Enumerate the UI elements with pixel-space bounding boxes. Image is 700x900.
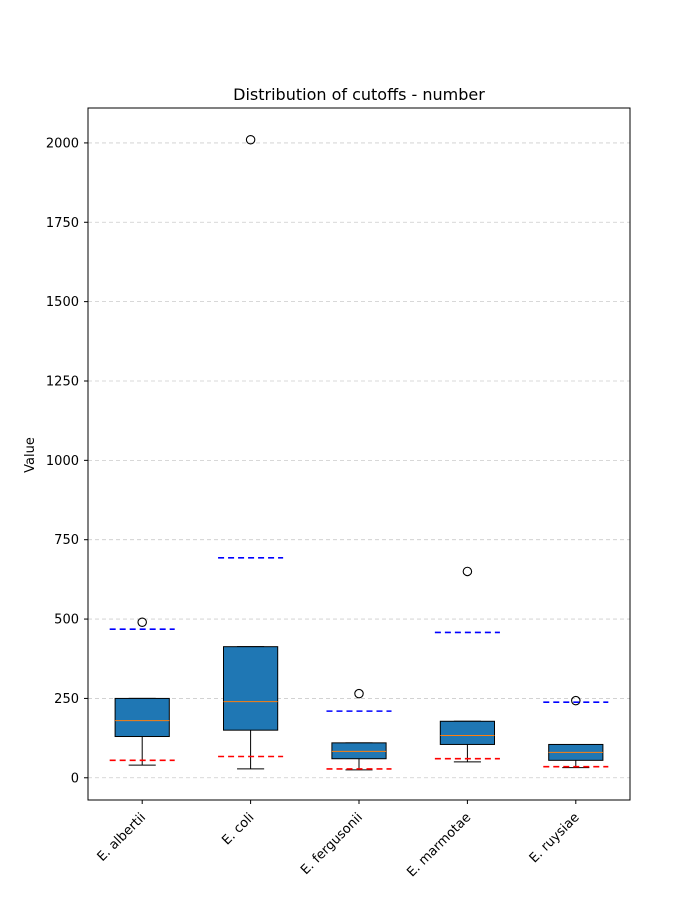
grid-lines bbox=[88, 142, 630, 779]
y-tick-label: 1750 bbox=[46, 216, 79, 231]
box-group bbox=[109, 617, 175, 766]
box-group bbox=[218, 134, 284, 770]
y-tick-label: 0 bbox=[71, 771, 79, 786]
y-tick-label: 250 bbox=[54, 692, 79, 707]
y-tick-label: 2000 bbox=[46, 136, 79, 151]
chart-title: Distribution of cutoffs - number bbox=[233, 85, 485, 104]
box-group bbox=[543, 695, 609, 769]
x-tick-label: E. coli bbox=[219, 810, 257, 848]
box-group bbox=[434, 566, 500, 763]
y-tick-label: 1250 bbox=[46, 374, 79, 389]
y-axis-label: Value bbox=[23, 437, 38, 473]
outlier-point bbox=[571, 695, 581, 706]
outlier-point bbox=[462, 566, 473, 577]
box-body bbox=[223, 646, 279, 731]
x-tick-label: E. fergusonii bbox=[298, 810, 366, 878]
x-tick-label: E. ruysiae bbox=[527, 810, 583, 866]
box-body bbox=[331, 742, 387, 760]
y-tick-label: 750 bbox=[54, 533, 79, 548]
y-tick-label: 1000 bbox=[46, 454, 79, 469]
y-tick-label: 1500 bbox=[46, 295, 79, 310]
y-tick-label: 500 bbox=[54, 613, 79, 628]
outlier-point bbox=[354, 688, 364, 699]
outlier-point bbox=[245, 134, 256, 145]
box-body bbox=[439, 720, 495, 745]
x-tick-label: E. albertii bbox=[95, 810, 149, 864]
box-group bbox=[326, 688, 392, 771]
x-tick-label: E. marmotae bbox=[404, 810, 474, 880]
box-marks bbox=[109, 134, 609, 771]
axis-ticks: 0 250 500 750 1000 1250 1500 1750 2000 E. alberti… bbox=[46, 136, 583, 880]
box-body bbox=[114, 697, 170, 738]
outlier-point bbox=[137, 617, 147, 627]
plot-frame bbox=[87, 107, 631, 801]
